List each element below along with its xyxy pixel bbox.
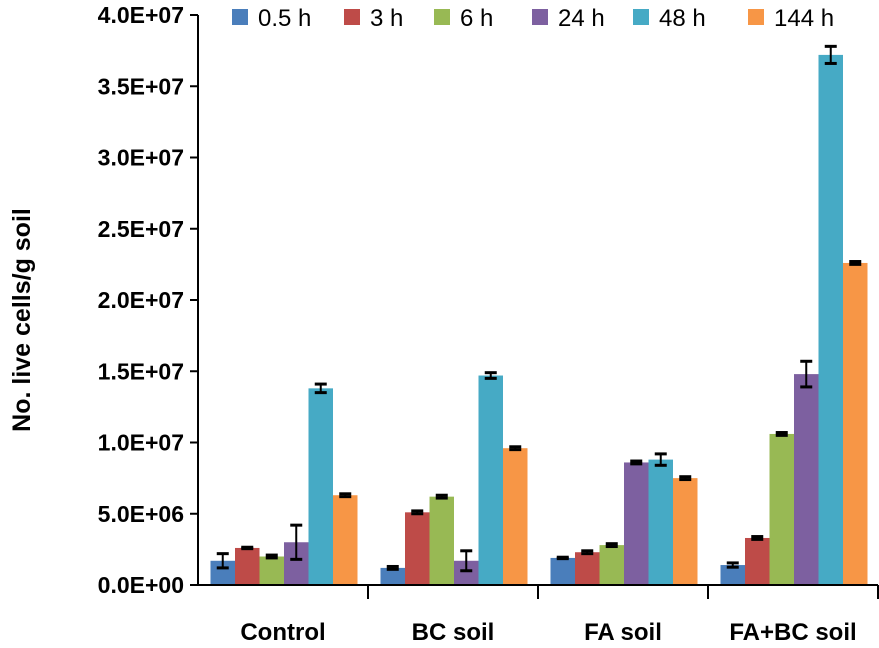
bar-0-5-h-fa-bc-soil — [720, 565, 745, 585]
bar-6-h-fa-bc-soil — [769, 433, 794, 585]
y-tick-label: 1.5E+07 — [98, 358, 184, 384]
bar-48-h-fa-bc-soil — [818, 54, 843, 585]
bar-0-5-h-bc-soil — [380, 567, 405, 585]
bar-144-h-fa-bc-soil — [843, 262, 868, 585]
legend-swatch-3-h — [344, 9, 360, 25]
x-ticks: Control BC soil FA soil FA+BC soil — [240, 585, 879, 646]
bar-3-h-control — [235, 547, 260, 585]
legend-label-24-h: 24 h — [558, 5, 605, 32]
bar-144-h-control — [333, 495, 358, 585]
y-tick-label: 5.0E+06 — [98, 501, 184, 527]
bar-24-h-fa-bc-soil — [794, 374, 819, 585]
bar-24-h-fa-soil — [624, 462, 649, 585]
legend-label-3-h: 3 h — [370, 5, 403, 32]
error-bars — [216, 44, 862, 573]
x-tick-label: FA+BC soil — [729, 619, 856, 646]
bar-48-h-fa-soil — [648, 459, 673, 585]
bar-144-h-fa-soil — [673, 478, 698, 585]
bar-3-h-fa-soil — [575, 552, 600, 585]
y-tick-label: 0.0E+00 — [98, 572, 184, 598]
x-tick-label: FA soil — [584, 619, 662, 646]
legend-swatch-48-h — [633, 9, 649, 25]
y-tick-label: 3.0E+07 — [98, 145, 184, 171]
x-tick-label: BC soil — [412, 619, 495, 646]
legend-label-144-h: 144 h — [774, 5, 834, 32]
legend-swatch-0-5-h — [232, 9, 248, 25]
legend-swatch-6-h — [434, 9, 450, 25]
bars — [210, 54, 868, 585]
legend-label-0-5-h: 0.5 h — [258, 5, 311, 32]
bar-48-h-control — [308, 388, 333, 585]
legend-label-6-h: 6 h — [460, 5, 493, 32]
bar-6-h-control — [259, 556, 284, 585]
legend-label-48-h: 48 h — [659, 5, 706, 32]
legend-swatch-144-h — [748, 9, 764, 25]
y-axis-title: No. live cells/g soil — [8, 208, 36, 432]
bar-6-h-bc-soil — [429, 496, 454, 585]
bar-144-h-bc-soil — [503, 448, 528, 585]
y-tick-label: 3.5E+07 — [98, 73, 184, 99]
bar-0-5-h-fa-soil — [550, 557, 575, 585]
y-tick-label: 2.5E+07 — [98, 216, 184, 242]
bar-3-h-fa-bc-soil — [745, 537, 770, 585]
bar-48-h-bc-soil — [478, 375, 503, 585]
bar-3-h-bc-soil — [405, 512, 430, 585]
y-tick-label: 2.0E+07 — [98, 287, 184, 313]
y-tick-label: 4.0E+07 — [98, 2, 184, 28]
legend: 0.5 h 3 h 6 h 24 h 48 h 144 h — [232, 5, 834, 32]
legend-swatch-24-h — [532, 9, 548, 25]
bar-6-h-fa-soil — [599, 545, 624, 585]
y-tick-label: 1.0E+07 — [98, 430, 184, 456]
x-tick-label: Control — [240, 619, 325, 646]
y-ticks: 0.0E+00 5.0E+06 1.0E+07 1.5E+07 2.0E+07 2.5E+… — [98, 2, 198, 598]
